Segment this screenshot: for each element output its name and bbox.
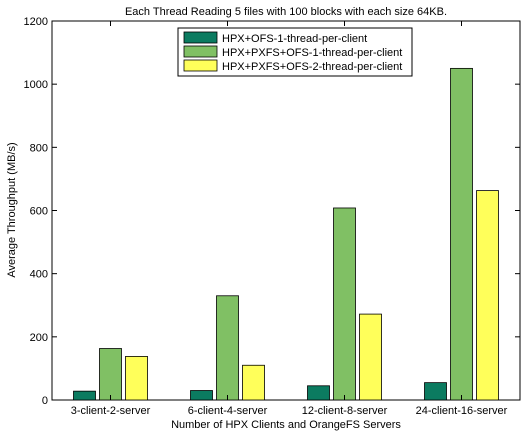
bar — [476, 190, 499, 401]
y-tick-label: 800 — [30, 142, 48, 154]
plot-frame — [51, 20, 521, 401]
y-tick-label: 600 — [30, 206, 48, 218]
x-axis-ticks: 3-client-2-server 6-client-4-server 12-cli… — [71, 21, 508, 417]
bar — [190, 390, 213, 401]
x-tick-label: 3-client-2-server — [71, 405, 151, 417]
bar — [73, 390, 96, 401]
legend-swatch — [183, 31, 218, 44]
bar — [216, 295, 239, 401]
y-axis-ticks: 0 200 400 600 800 1000 1200 — [24, 16, 520, 407]
bar — [333, 207, 356, 401]
bar — [307, 385, 330, 401]
x-axis-label: Number of HPX Clients and OrangeFS Serve… — [171, 419, 401, 431]
chart-title: Each Thread Reading 5 files with 100 blo… — [125, 6, 447, 18]
legend: HPX+OFS-1-thread-per-client HPX+PXFS+OFS-… — [177, 27, 413, 77]
y-tick-label: 1000 — [24, 79, 48, 91]
legend-swatch — [183, 45, 218, 58]
bar — [125, 356, 148, 401]
bar — [242, 364, 265, 401]
y-tick-label: 400 — [30, 269, 48, 281]
bar — [424, 382, 447, 401]
y-tick-label: 200 — [30, 332, 48, 344]
legend-swatch — [183, 59, 218, 72]
x-tick-label: 24-client-16-server — [416, 405, 508, 417]
y-axis-label: Average Throughput (MB/s) — [6, 142, 18, 277]
y-tick-label: 0 — [42, 395, 48, 407]
y-tick-label: 1200 — [24, 16, 48, 28]
bar — [359, 313, 382, 401]
bar — [450, 67, 473, 401]
x-tick-label: 6-client-4-server — [188, 405, 268, 417]
bar — [99, 348, 122, 401]
bars-group — [73, 67, 499, 401]
legend-label: HPX+PXFS+OFS-1-thread-per-client — [222, 47, 402, 59]
legend-label: HPX+PXFS+OFS-2-thread-per-client — [222, 61, 402, 73]
x-tick-label: 12-client-8-server — [302, 405, 388, 417]
legend-label: HPX+OFS-1-thread-per-client — [222, 33, 367, 45]
